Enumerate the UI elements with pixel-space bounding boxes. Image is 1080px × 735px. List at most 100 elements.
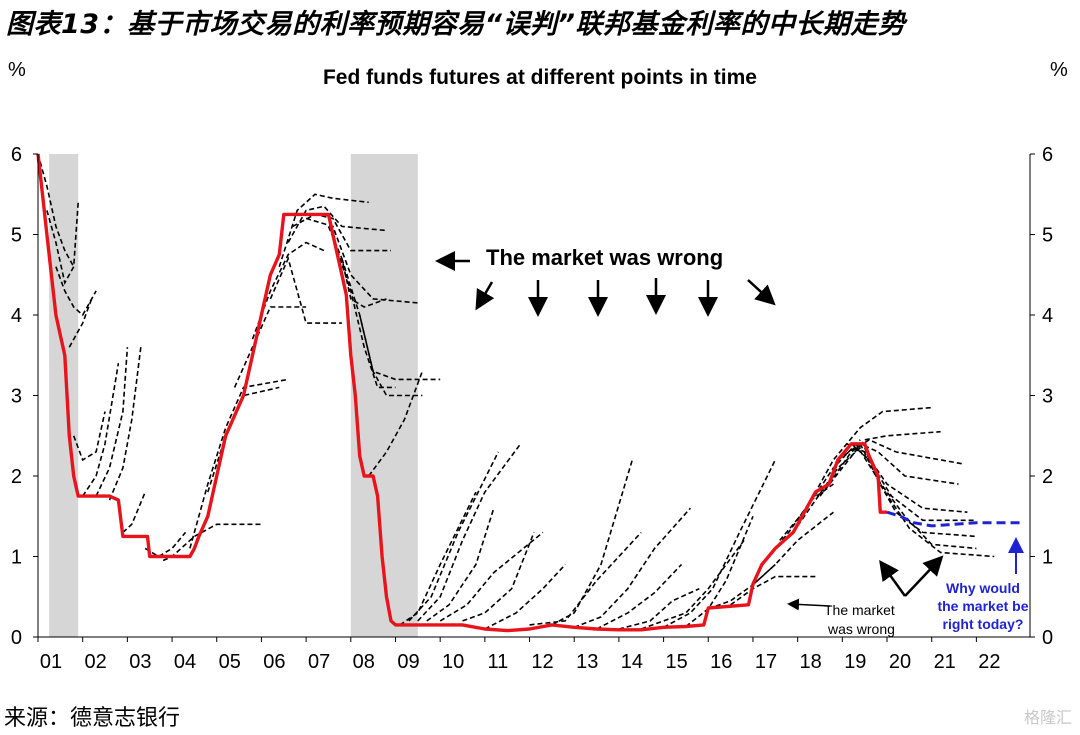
futures-curve-41 (730, 575, 816, 606)
futures-curve-34 (573, 507, 691, 629)
futures-curve-4 (72, 411, 106, 462)
futures-curve-22 (341, 258, 441, 381)
annotation-market-wrong-bottom-2: was wrong (827, 621, 895, 637)
futures-curve-42 (752, 511, 834, 586)
futures-curve-30 (462, 532, 535, 622)
y-tick-label-left-6: 6 (11, 144, 22, 166)
futures-curve-25 (399, 491, 477, 626)
futures-curve-8 (122, 491, 146, 533)
futures-curve-20 (327, 226, 387, 308)
annotation-right-today-1: Why would (946, 580, 1020, 596)
x-tick-label-8: 09 (397, 651, 419, 673)
futures-curve-3 (68, 298, 93, 348)
annotation-right-today-3: right today? (943, 616, 1024, 632)
y-tick-label-left-5: 5 (11, 225, 22, 247)
futures-curve-29 (439, 531, 544, 622)
x-tick-label-20: 21 (934, 651, 956, 673)
x-tick-label-1: 02 (85, 651, 107, 673)
x-tick-label-2: 03 (129, 651, 151, 673)
x-tick-label-7: 08 (353, 651, 375, 673)
annotation-market-wrong-bottom-1: The market (824, 602, 895, 618)
y-tick-label-left-1: 1 (11, 547, 22, 569)
futures-curve-11 (189, 378, 289, 549)
current-market-path (886, 510, 1022, 528)
x-tick-label-18: 19 (844, 651, 866, 673)
futures-curve-19 (305, 217, 418, 304)
source-note: 来源：德意志银行 (4, 706, 181, 731)
y-tick-label-right-6: 6 (1042, 144, 1053, 166)
x-tick-label-6: 07 (308, 651, 330, 673)
y-tick-label-right-0: 0 (1042, 627, 1053, 649)
futures-curve-46 (805, 406, 932, 509)
y-tick-label-left-2: 2 (11, 466, 22, 488)
x-tick-label-0: 01 (40, 651, 62, 673)
futures-curve-31 (484, 563, 566, 630)
futures-curve-13 (233, 306, 307, 388)
futures-curve-54 (863, 447, 995, 558)
futures-curve-52 (855, 443, 977, 538)
futures-curve-12 (207, 386, 280, 493)
x-tick-label-14: 15 (665, 651, 687, 673)
x-tick-label-13: 14 (621, 651, 643, 673)
x-tick-label-5: 06 (263, 651, 285, 673)
x-tick-label-17: 18 (800, 651, 822, 673)
futures-curve-53 (859, 443, 977, 550)
futures-curve-6 (95, 347, 129, 497)
futures-curve-21 (336, 250, 396, 389)
annotation-arrows (435, 251, 944, 611)
futures-curve-2 (55, 266, 97, 317)
x-tick-label-12: 13 (576, 651, 598, 673)
x-tick-label-9: 10 (442, 651, 464, 673)
chart-header: 图表13：基于市场交易的利率预期容易“误判”联邦基金利率的中长期走势 (6, 9, 906, 40)
x-tick-label-16: 17 (755, 651, 777, 673)
futures-curve-36 (618, 587, 700, 630)
futures-curve-9 (144, 531, 187, 558)
x-tick-label-4: 05 (219, 651, 241, 673)
x-tick-label-21: 22 (978, 651, 1000, 673)
x-tick-label-10: 11 (487, 651, 508, 673)
futures-curve-49 (837, 442, 959, 485)
futures-curve-15 (269, 256, 342, 324)
y-tick-label-left-4: 4 (11, 305, 22, 327)
fed-funds-chart: 0 01 12 23 34 45 56 601 02 03 04 05 06 07 08 09 10 11 12 13… (8, 59, 1068, 673)
futures-curve-5 (82, 363, 120, 497)
futures-curve-47 (819, 430, 941, 497)
futures-curve-50 (846, 443, 968, 513)
y-tick-label-left-3: 3 (11, 386, 22, 408)
futures-curve-24 (368, 371, 424, 477)
futures-curve-10 (162, 523, 262, 562)
futures-curve-39 (685, 515, 754, 628)
annotation-market-wrong-top: The market was wrong (486, 245, 723, 270)
y-tick-label-right-4: 4 (1042, 305, 1053, 327)
futures-curve-7 (108, 347, 142, 501)
x-tick-label-11: 12 (531, 651, 553, 673)
recession-shade-0 (49, 154, 79, 637)
futures-curve-48 (828, 438, 964, 485)
futures-curve-17 (287, 205, 387, 243)
left-unit-label: % (8, 59, 26, 81)
y-tick-label-right-3: 3 (1042, 386, 1053, 408)
futures-curve-26 (408, 451, 500, 622)
futures-curve-32 (529, 531, 642, 626)
x-tick-label-19: 20 (889, 651, 911, 673)
futures-curve-16 (278, 193, 369, 267)
annotation-right-today-2: the market be (937, 598, 1028, 614)
futures-curve-51 (850, 443, 977, 522)
x-tick-label-3: 04 (174, 651, 196, 673)
right-unit-label: % (1050, 59, 1068, 81)
actual-fed-funds-line (36, 153, 887, 633)
watermark: 格隆汇 (1023, 708, 1072, 727)
futures-curve-28 (426, 507, 495, 622)
futures-curve-1 (46, 202, 79, 286)
y-tick-label-right-2: 2 (1042, 466, 1053, 488)
x-tick-label-15: 16 (710, 651, 732, 673)
futures-curve-33 (551, 459, 634, 626)
futures-curve-38 (663, 459, 777, 629)
futures-curve-40 (708, 563, 776, 610)
futures-curve-35 (596, 563, 683, 630)
futures-curve-45 (792, 443, 866, 533)
futures-curve-0 (37, 153, 75, 268)
y-tick-label-right-1: 1 (1042, 547, 1053, 569)
y-tick-label-left-0: 0 (11, 627, 22, 649)
y-tick-label-right-5: 5 (1042, 225, 1053, 247)
